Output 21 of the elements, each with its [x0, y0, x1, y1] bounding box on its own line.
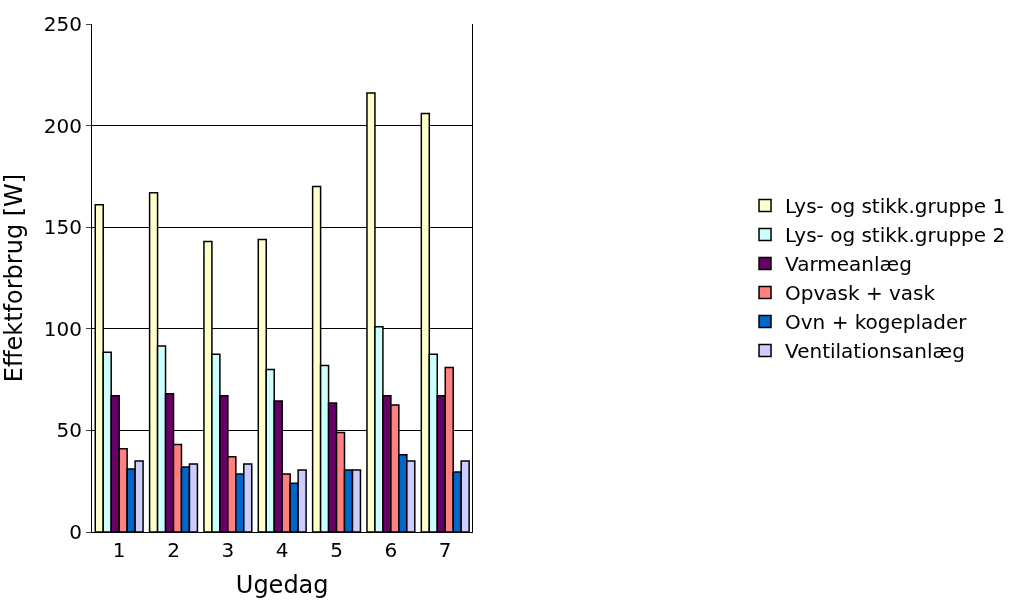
y-tick-label: 200 [43, 113, 82, 138]
legend-label: Ventilationsanlæg [785, 339, 965, 364]
x-tick-label: 6 [384, 538, 398, 562]
y-tick-label: 50 [56, 418, 82, 443]
x-axis-title: Ugedag [235, 571, 329, 600]
x-tick-label: 4 [275, 538, 289, 562]
y-tick-label: 0 [69, 520, 82, 544]
x-tick-label: 2 [167, 538, 180, 562]
legend-label: Opvask + vask [785, 281, 936, 306]
y-tick-label: 100 [43, 316, 82, 341]
x-tick-label: 3 [221, 538, 235, 562]
y-axis-title: Effektforbrug [W] [0, 173, 28, 383]
legend-label: Lys- og stikk.gruppe 2 [785, 223, 1006, 248]
y-tick-label: 150 [43, 215, 82, 240]
legend-label: Lys- og stikk.gruppe 1 [785, 194, 1006, 219]
x-tick-label: 1 [112, 538, 126, 562]
x-tick-label: 5 [330, 538, 343, 562]
y-tick-label: 250 [43, 12, 82, 36]
legend-label: Varmeanlæg [785, 252, 912, 277]
legend-label: Ovn + kogeplader [785, 310, 968, 335]
x-tick-label: 7 [438, 538, 452, 562]
